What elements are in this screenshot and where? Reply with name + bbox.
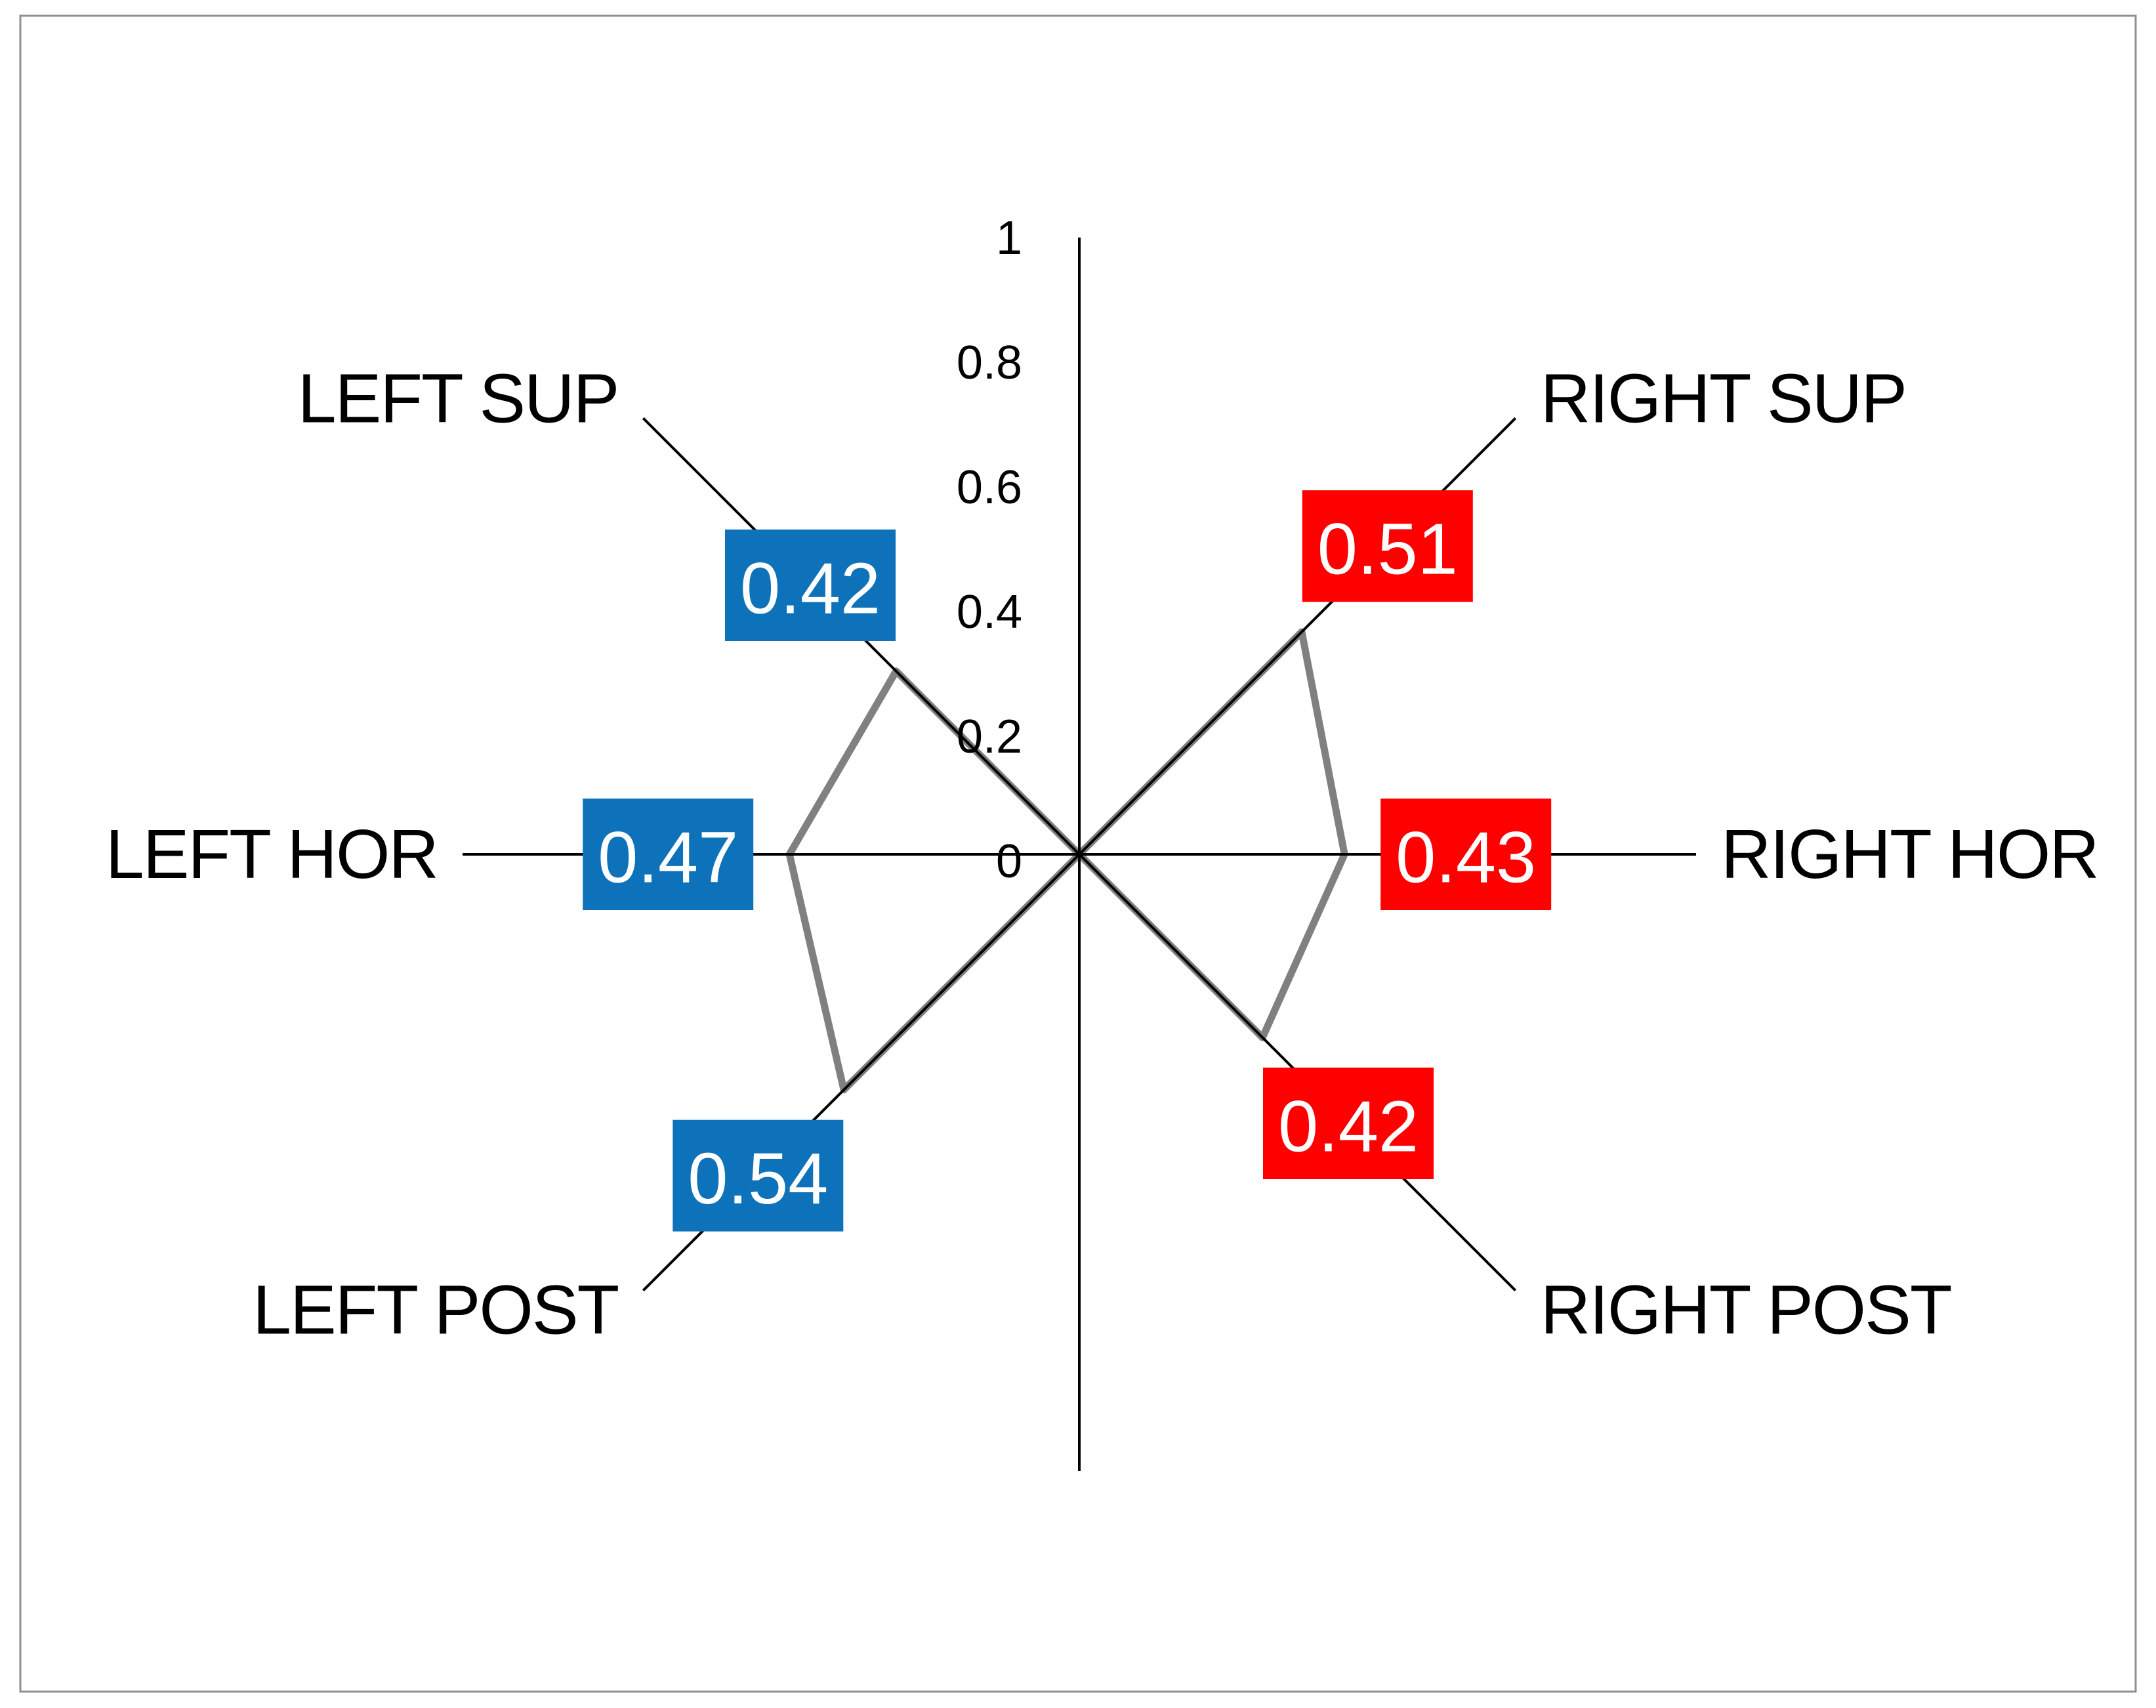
tick-label-0.2: 0.2 [957,711,1022,763]
value-label-box-left-sup [725,530,896,641]
value-label-box-right-post [1263,1068,1434,1179]
tick-label-0: 0 [996,835,1022,888]
value-label-left-post: 0.54 [688,1138,828,1219]
value-label-box-right-sup [1302,490,1473,602]
value-label-left-sup: 0.42 [740,549,881,629]
tick-label-0.4: 0.4 [957,586,1022,638]
category-label-right-sup: RIGHT SUP [1541,360,1906,437]
category-label-right-hor: RIGHT HOR [1721,816,2098,893]
tick-label-0.6: 0.6 [957,461,1022,514]
slide-border [19,14,2137,1693]
value-label-box-right-hor [1380,799,1552,910]
spoke-right-sup [1078,417,1517,856]
value-label-left-hor: 0.47 [598,818,738,898]
category-label-left-post: LEFT POST [253,1272,619,1349]
value-label-right-sup: 0.51 [1317,509,1458,590]
tick-label-0.8: 0.8 [957,337,1022,389]
category-label-left-hor: LEFT HOR [106,816,438,893]
category-label-right-post: RIGHT POST [1541,1272,1951,1349]
category-label-left-sup: LEFT SUP [298,360,619,437]
value-label-right-post: 0.42 [1278,1087,1419,1167]
tick-label-1: 1 [996,212,1022,264]
value-label-box-left-hor [583,799,754,910]
value-label-box-left-post [673,1119,844,1232]
radar-series-polygon [785,628,1348,1094]
value-label-right-hor: 0.43 [1396,818,1536,898]
